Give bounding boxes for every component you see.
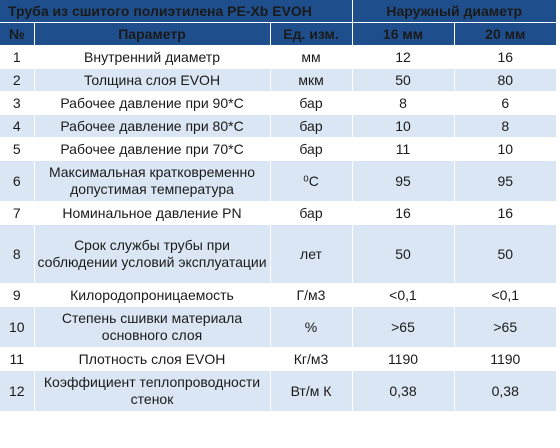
- row-unit: Вт/м К: [270, 370, 353, 411]
- row-param: Коэффициент теплопроводности стенок: [34, 370, 271, 411]
- row-unit: Кг/м3: [270, 347, 353, 371]
- table-row: 1 Внутренний диаметр мм 12 16: [0, 45, 557, 69]
- row-num: 6: [0, 160, 35, 202]
- row-param: Толщина слоя EVOH: [34, 68, 271, 92]
- table-row: 3 Рабочее давление при 90*С бар 8 6: [0, 91, 557, 115]
- row-20mm: 16: [454, 45, 557, 69]
- row-20mm: 8: [454, 114, 557, 138]
- row-unit: бар: [270, 201, 353, 225]
- row-unit: мкм: [270, 68, 353, 92]
- row-20mm: >65: [454, 306, 557, 348]
- row-20mm: 50: [454, 224, 557, 284]
- pipe-spec-table: Труба из сшитого полиэтилена PE-Xb EVOH …: [0, 0, 557, 411]
- table-row: 4 Рабочее давление при 80*С бар 10 8: [0, 114, 557, 138]
- row-param: Рабочее давление при 80*С: [34, 114, 271, 138]
- row-param: Плотность слоя EVOH: [34, 347, 271, 371]
- row-num: 12: [0, 370, 35, 411]
- row-unit: %: [270, 306, 353, 348]
- row-16mm: 0,38: [352, 370, 455, 411]
- table-row: 8 Срок службы трубы при соблюдении услов…: [0, 224, 557, 284]
- col-header-param: Параметр: [34, 22, 271, 46]
- row-16mm: <0,1: [352, 283, 455, 307]
- row-num: 9: [0, 283, 35, 307]
- col-header-16mm: 16 мм: [352, 22, 455, 46]
- row-num: 5: [0, 137, 35, 161]
- row-param: Рабочее давление при 90*С: [34, 91, 271, 115]
- row-param: Срок службы трубы при соблюдении условий…: [34, 224, 271, 284]
- row-num: 10: [0, 306, 35, 348]
- row-unit: бар: [270, 137, 353, 161]
- row-16mm: 12: [352, 45, 455, 69]
- row-param: Рабочее давление при 70*С: [34, 137, 271, 161]
- row-20mm: <0,1: [454, 283, 557, 307]
- row-16mm: >65: [352, 306, 455, 348]
- row-unit: лет: [270, 224, 353, 284]
- row-16mm: 1190: [352, 347, 455, 371]
- table-row: 9 Килородопроницаемость Г/м3 <0,1 <0,1: [0, 283, 557, 307]
- table-title: Труба из сшитого полиэтилена PE-Xb EVOH: [0, 0, 353, 23]
- table-row: 7 Номинальное давление PN бар 16 16: [0, 201, 557, 225]
- row-20mm: 0,38: [454, 370, 557, 411]
- row-unit: Г/м3: [270, 283, 353, 307]
- row-param: Степень сшивки материала основного слоя: [34, 306, 271, 348]
- row-unit: бар: [270, 114, 353, 138]
- outer-diameter-header: Наружный диаметр: [352, 0, 557, 23]
- table-row: 12 Коэффициент теплопроводности стенок В…: [0, 370, 557, 411]
- row-num: 4: [0, 114, 35, 138]
- row-unit: бар: [270, 91, 353, 115]
- row-param: Максимальная кратковременно допустимая т…: [34, 160, 271, 202]
- row-16mm: 95: [352, 160, 455, 202]
- row-20mm: 80: [454, 68, 557, 92]
- row-16mm: 11: [352, 137, 455, 161]
- row-param: Номинальное давление PN: [34, 201, 271, 225]
- row-num: 7: [0, 201, 35, 225]
- table-row: 10 Степень сшивки материала основного сл…: [0, 306, 557, 348]
- row-param: Внутренний диаметр: [34, 45, 271, 69]
- row-unit: ⁰С: [270, 160, 353, 202]
- row-param: Килородопроницаемость: [34, 283, 271, 307]
- row-20mm: 10: [454, 137, 557, 161]
- table-row: 2 Толщина слоя EVOH мкм 50 80: [0, 68, 557, 92]
- row-16mm: 10: [352, 114, 455, 138]
- row-unit: мм: [270, 45, 353, 69]
- row-16mm: 16: [352, 201, 455, 225]
- row-16mm: 50: [352, 224, 455, 284]
- table-row: 6 Максимальная кратковременно допустимая…: [0, 160, 557, 202]
- row-20mm: 16: [454, 201, 557, 225]
- row-num: 1: [0, 45, 35, 69]
- row-16mm: 8: [352, 91, 455, 115]
- table-row: 5 Рабочее давление при 70*С бар 11 10: [0, 137, 557, 161]
- row-num: 2: [0, 68, 35, 92]
- col-header-unit: Ед. изм.: [270, 22, 353, 46]
- row-20mm: 1190: [454, 347, 557, 371]
- row-num: 8: [0, 224, 35, 284]
- col-header-num: №: [0, 22, 35, 46]
- row-16mm: 50: [352, 68, 455, 92]
- row-num: 3: [0, 91, 35, 115]
- table-row: 11 Плотность слоя EVOH Кг/м3 1190 1190: [0, 347, 557, 371]
- row-num: 11: [0, 347, 35, 371]
- row-20mm: 6: [454, 91, 557, 115]
- row-20mm: 95: [454, 160, 557, 202]
- col-header-20mm: 20 мм: [454, 22, 557, 46]
